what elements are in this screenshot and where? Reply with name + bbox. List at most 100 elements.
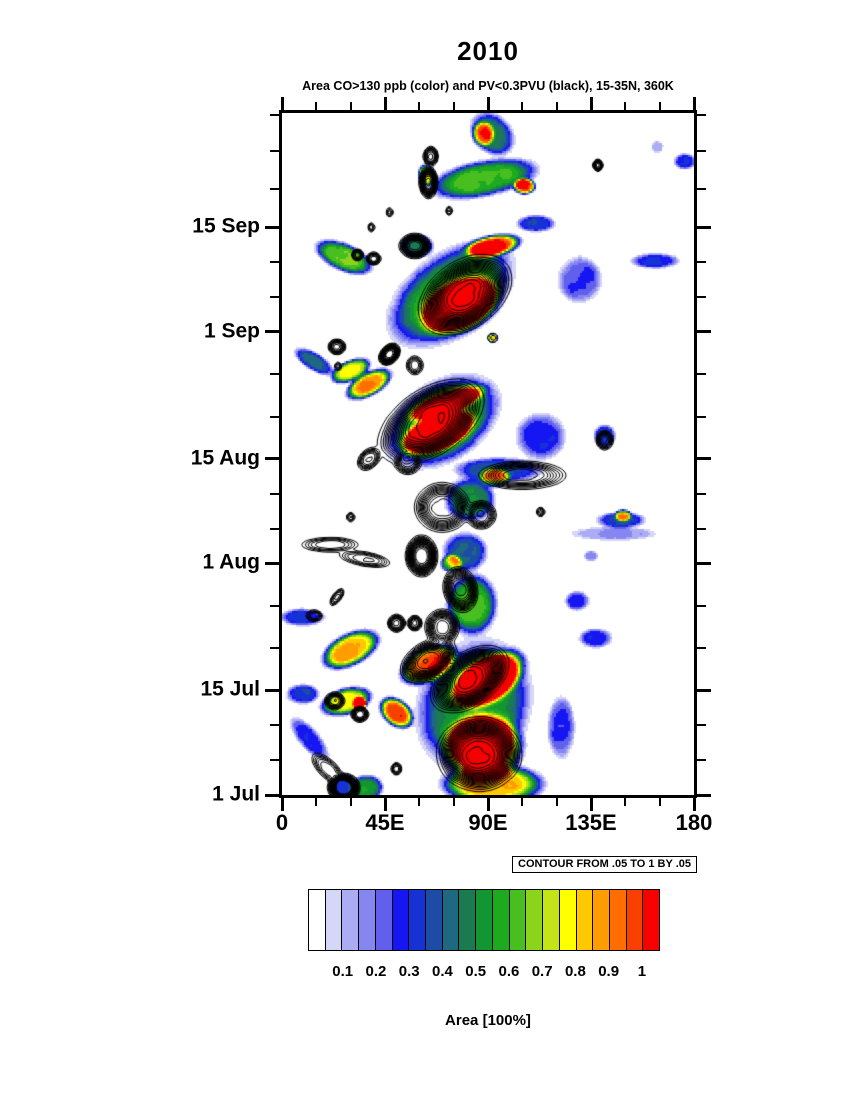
colorbar-tick-label: 0.7 — [531, 963, 553, 980]
y-major-tick — [265, 225, 279, 229]
x-major-tick-top — [383, 97, 387, 110]
colorbar-cell — [442, 890, 460, 950]
y-minor-tick-right — [697, 759, 706, 762]
colorbar-cell — [309, 890, 326, 950]
colorbar-cell — [526, 890, 544, 950]
y-minor-tick-right — [697, 261, 706, 264]
y-major-tick-right — [697, 225, 711, 229]
y-tick-label: 1 Aug — [202, 550, 260, 574]
colorbar-cell — [559, 890, 577, 950]
y-minor-tick-right — [697, 373, 706, 376]
y-minor-tick-right — [697, 724, 706, 727]
x-major-tick — [692, 798, 696, 811]
y-minor-tick-right — [697, 604, 706, 607]
y-major-tick — [265, 561, 279, 565]
y-minor-tick — [270, 492, 279, 495]
x-minor-tick — [658, 798, 661, 806]
x-minor-tick — [624, 798, 627, 806]
colorbar-tick-label: 0.2 — [365, 963, 387, 980]
x-minor-tick — [315, 798, 318, 806]
y-minor-tick-right — [697, 492, 706, 495]
y-tick-label: 15 Aug — [190, 446, 260, 470]
y-minor-tick-right — [697, 296, 706, 298]
colorbar-cell — [459, 890, 477, 950]
x-tick-label: 90E — [468, 810, 508, 835]
colorbar-units-label: Area [100%] — [445, 1012, 531, 1029]
x-major-tick — [383, 798, 387, 811]
x-tick-label: 180 — [675, 810, 713, 835]
colorbar-cell — [392, 890, 410, 950]
y-minor-tick — [270, 604, 279, 607]
x-minor-tick-top — [315, 102, 318, 110]
colorbar-tick-label: 0.4 — [432, 963, 453, 980]
colorbar-tick-label: 0.5 — [465, 963, 487, 980]
plot-frame — [279, 110, 697, 798]
y-minor-tick — [270, 188, 279, 191]
figure-subtitle: Area CO>130 ppb (color) and PV<0.3PVU (b… — [302, 79, 674, 93]
y-minor-tick — [270, 261, 279, 264]
x-minor-tick — [521, 798, 524, 806]
y-minor-tick — [270, 415, 279, 418]
colorbar-cell — [576, 890, 594, 950]
y-minor-tick — [270, 150, 279, 153]
y-minor-tick-right — [697, 647, 706, 650]
colorbar-tick-label: 0.8 — [564, 963, 586, 980]
y-minor-tick — [270, 759, 279, 762]
x-major-tick-top — [280, 97, 284, 110]
y-major-tick-right — [697, 330, 711, 334]
y-minor-tick — [270, 647, 279, 650]
y-major-tick-right — [697, 688, 711, 692]
y-minor-tick-right — [697, 150, 706, 153]
x-tick-label: 135E — [565, 810, 617, 835]
x-major-tick — [589, 798, 593, 811]
colorbar-cell — [593, 890, 610, 950]
y-minor-tick-right — [697, 114, 706, 117]
colorbar-cell — [342, 890, 360, 950]
x-minor-tick — [418, 798, 421, 806]
y-major-tick — [265, 330, 279, 334]
y-minor-tick — [270, 724, 279, 727]
figure-title: 2010 — [457, 36, 519, 66]
y-tick-label: 1 Jul — [212, 782, 260, 806]
y-major-tick — [265, 793, 279, 797]
colorbar-cell — [492, 890, 510, 950]
x-minor-tick-top — [658, 102, 661, 110]
hovmoller-plot-canvas — [282, 113, 694, 795]
colorbar-tick-label: 0.6 — [498, 963, 520, 980]
colorbar-cell — [643, 890, 660, 950]
x-major-tick — [280, 798, 284, 811]
y-major-tick-right — [697, 561, 711, 565]
x-minor-tick-top — [624, 102, 627, 110]
x-tick-label: 0 — [275, 810, 289, 835]
y-minor-tick — [270, 114, 279, 117]
colorbar-cell — [409, 890, 427, 950]
x-minor-tick — [555, 798, 558, 806]
colorbar-tick-label: 1 — [637, 963, 647, 980]
colorbar-cell — [375, 890, 393, 950]
y-minor-tick-right — [697, 527, 706, 530]
x-major-tick-top — [589, 97, 593, 110]
colorbar-cell — [359, 890, 376, 950]
y-major-tick — [265, 688, 279, 692]
x-major-tick-top — [486, 97, 490, 110]
colorbar-cell — [626, 890, 644, 950]
y-minor-tick — [270, 527, 279, 530]
x-minor-tick-top — [349, 102, 352, 110]
y-minor-tick — [270, 296, 279, 298]
colorbar-cell — [325, 890, 343, 950]
y-minor-tick — [270, 373, 279, 376]
y-tick-label: 15 Jul — [200, 677, 260, 701]
y-tick-label: 15 Sep — [192, 214, 260, 238]
y-major-tick-right — [697, 457, 711, 461]
colorbar-cell — [543, 890, 560, 950]
x-major-tick-top — [692, 97, 696, 110]
y-minor-tick-right — [697, 415, 706, 418]
colorbar-tick-label: 0.3 — [398, 963, 420, 980]
colorbar-cell — [476, 890, 493, 950]
x-major-tick — [486, 798, 490, 811]
colorbar — [308, 889, 660, 951]
x-minor-tick-top — [452, 102, 455, 110]
x-tick-label: 45E — [365, 810, 405, 835]
colorbar-cell — [609, 890, 627, 950]
